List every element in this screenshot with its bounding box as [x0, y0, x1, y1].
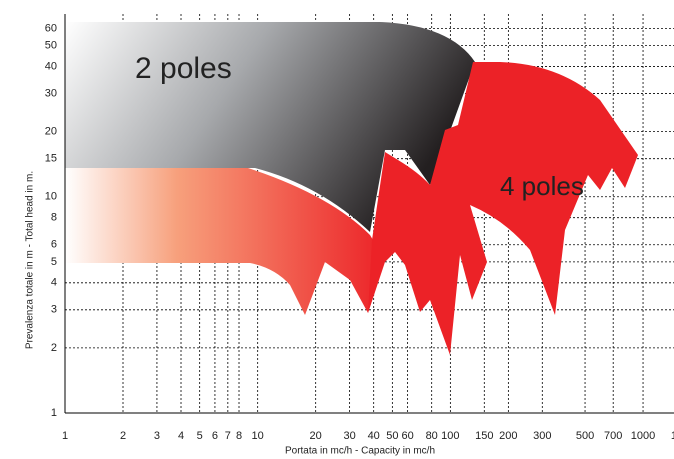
y-tick-label: 10	[45, 191, 57, 203]
x-tick-label: 2	[120, 430, 126, 442]
x-tick-label: 300	[533, 430, 551, 442]
x-tick-label: 700	[604, 430, 622, 442]
x-tick-label: 60	[401, 430, 413, 442]
annotation: 2 poles	[135, 52, 232, 85]
x-tick-label: 1	[62, 430, 68, 442]
y-tick-label: 8	[51, 212, 57, 224]
annotation: 4 poles	[500, 171, 584, 201]
y-tick-label: 20	[45, 126, 57, 138]
y-tick-label: 2	[51, 342, 57, 354]
y-tick-label: 15	[45, 153, 57, 165]
x-axis-label: Portata in mc/h - Capacity in mc/h	[285, 446, 435, 457]
x-tick-label: 50	[386, 430, 398, 442]
y-axis-label: Prevalenza totale in m - Total head in m…	[25, 171, 36, 349]
x-tick-label: 7	[225, 430, 231, 442]
y-tick-label: 5	[51, 256, 57, 268]
x-tick-label: 20	[310, 430, 322, 442]
y-tick-label: 1	[51, 407, 57, 419]
x-tick-label: 100	[441, 430, 459, 442]
y-tick-label: 6	[51, 239, 57, 251]
x-tick-label: 1000	[631, 430, 655, 442]
two-pole-region	[65, 22, 475, 232]
four-pole-region	[368, 62, 638, 355]
x-tick-label: 3	[154, 430, 160, 442]
y-tick-label: 50	[45, 40, 57, 52]
x-tick-label: 80	[426, 430, 438, 442]
x-tick-label: 40	[368, 430, 380, 442]
x-tick-label: 150	[475, 430, 493, 442]
x-tick-label: 10	[252, 430, 264, 442]
y-tick-label: 60	[45, 22, 57, 34]
x-tick-label: 6	[212, 430, 218, 442]
x-tick-label: 500	[576, 430, 594, 442]
y-tick-label: 4	[51, 277, 57, 289]
x-tick-label: 5	[197, 430, 203, 442]
y-tick-label: 30	[45, 87, 57, 99]
x-tick-label: 15	[671, 430, 674, 442]
x-tick-label: 30	[343, 430, 355, 442]
x-tick-label: 8	[236, 430, 242, 442]
x-tick-label: 200	[499, 430, 517, 442]
y-tick-label: 40	[45, 60, 57, 72]
x-tick-label: 4	[178, 430, 184, 442]
orange-region	[65, 168, 385, 315]
y-tick-label: 3	[51, 304, 57, 316]
